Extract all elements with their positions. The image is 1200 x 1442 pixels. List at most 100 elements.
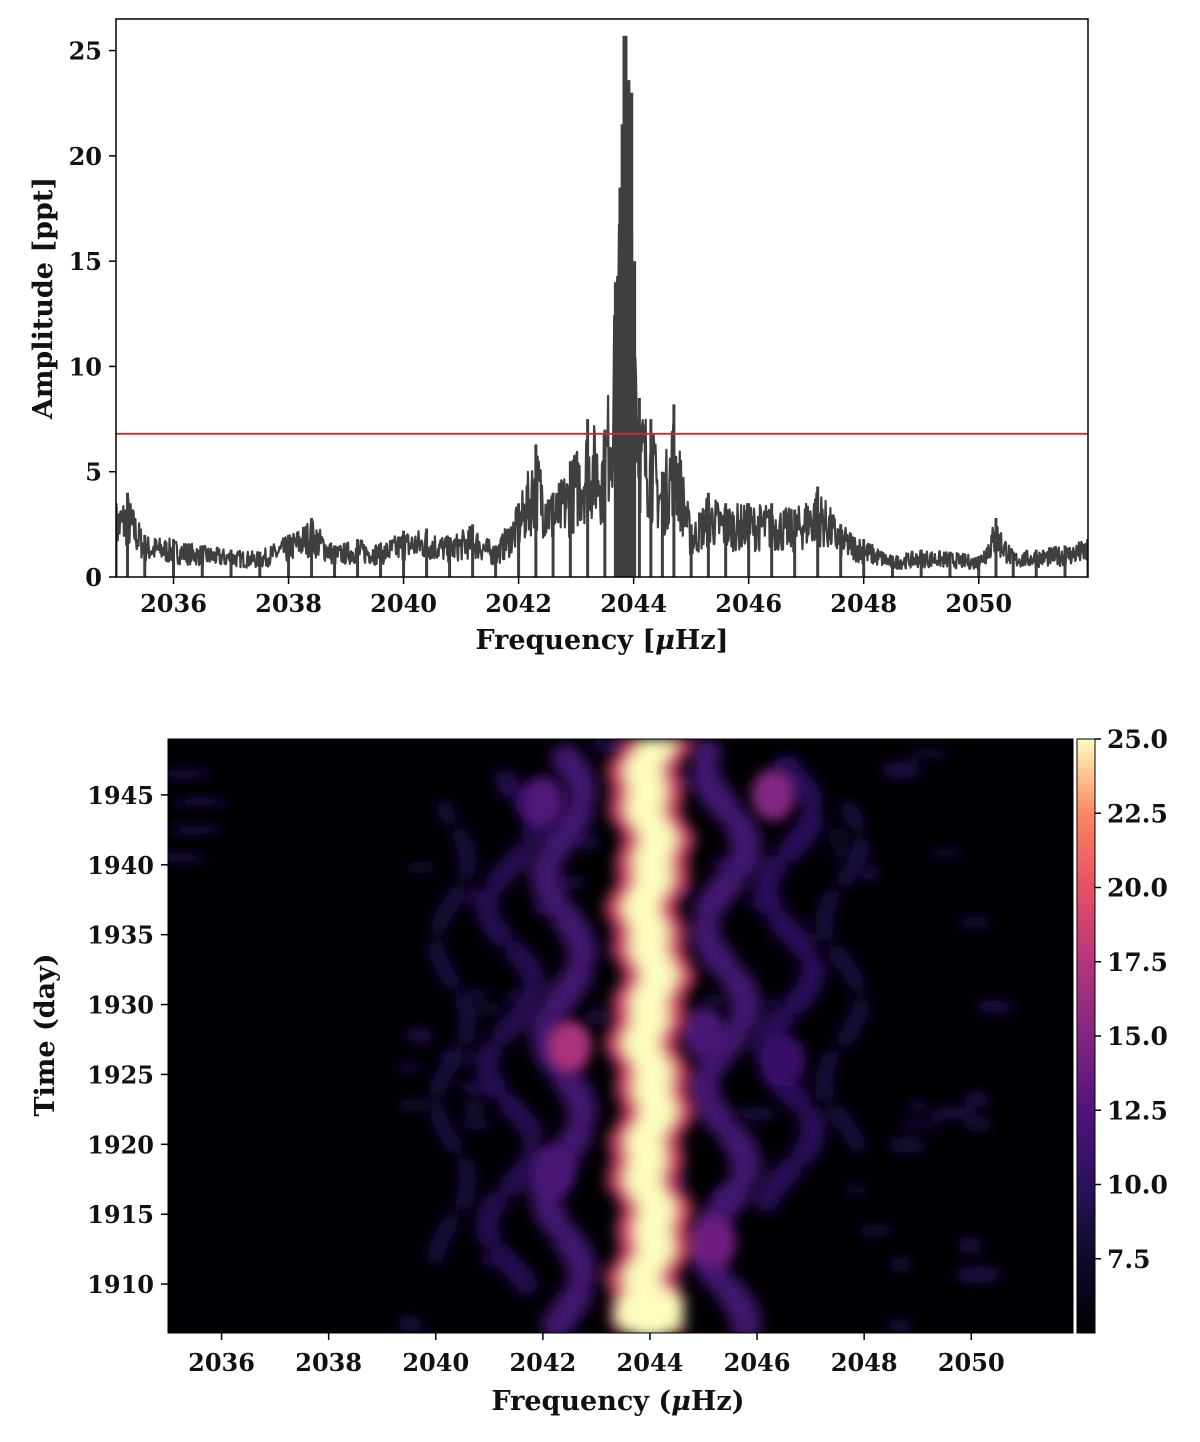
heatmap-y-tick-label: 1935 xyxy=(87,921,154,950)
spectrum-y-tick-label: 15 xyxy=(69,247,102,276)
heatmap-speckle xyxy=(925,848,967,858)
heatmap-speckle xyxy=(466,1002,505,1016)
colorbar-tick-label: 20.0 xyxy=(1107,874,1168,903)
heatmap-axes-frame xyxy=(167,738,1074,1334)
heatmap-speckle xyxy=(963,1116,994,1132)
heatmap-speckle xyxy=(886,1319,913,1333)
heatmap-speckle xyxy=(957,1237,982,1254)
heatmap-x-tick-label: 2044 xyxy=(617,1348,684,1377)
spectrum-y-axis-label: Amplitude [ppt] xyxy=(28,177,59,420)
colorbar-tick-label: 10.0 xyxy=(1107,1171,1168,1200)
heatmap-speckle xyxy=(172,796,229,807)
heatmap-y-tick-label: 1920 xyxy=(87,1130,154,1159)
spectrum-y-tick-label: 20 xyxy=(69,142,102,171)
dynamic-spectrum-heatmap: 2036 2038 2040 2042 2044 2046 2048 2050 1910191… xyxy=(30,725,1168,1417)
heatmap-speckle xyxy=(394,1063,424,1072)
heatmap-speckle xyxy=(461,1101,487,1115)
spectrum-y-tick-label: 0 xyxy=(85,563,102,592)
heatmap-speckle xyxy=(168,768,213,779)
colorbar-tick-label: 22.5 xyxy=(1107,799,1168,828)
spectrum-x-tick-label: 2044 xyxy=(600,589,667,618)
spectrum-x-tick-label: 2042 xyxy=(485,589,552,618)
heatmap-speckle xyxy=(906,1100,930,1111)
colorbar-tick-label: 12.5 xyxy=(1107,1096,1168,1125)
heatmap-speckle xyxy=(825,828,850,844)
heatmap-speckle xyxy=(394,1098,440,1111)
spectrum-noise-line xyxy=(116,84,1088,571)
heatmap-x-tick-label: 2048 xyxy=(831,1348,898,1377)
heatmap-y-tick-label: 1925 xyxy=(87,1060,154,1089)
heatmap-x-tick-label: 2046 xyxy=(724,1348,791,1377)
heatmap-speckle xyxy=(898,1120,944,1129)
heatmap-speckle xyxy=(855,1224,895,1237)
heatmap-features xyxy=(168,739,1015,1333)
spectrum-x-axis-label: Frequency [μHz] xyxy=(475,625,728,656)
heatmap-x-tick-label: 2050 xyxy=(938,1348,1005,1377)
heatmap-hotspot xyxy=(751,768,796,821)
heatmap-speckle xyxy=(975,1000,1015,1013)
spectrum-y-ticks: 0 5 10 15 20 25 xyxy=(69,37,116,592)
heatmap-x-ticks: 2036 2038 2040 2042 2044 2046 2048 2050 xyxy=(188,1333,1005,1377)
colorbar-tick-label: 25.0 xyxy=(1107,725,1168,754)
spectrum-x-tick-label: 2046 xyxy=(715,589,782,618)
spectrum-y-tick-label: 5 xyxy=(85,458,102,487)
heatmap-speckle xyxy=(583,1008,611,1025)
heatmap-y-tick-label: 1945 xyxy=(87,781,154,810)
heatmap-main-mode xyxy=(604,739,696,1333)
colorbar xyxy=(1076,738,1096,1334)
heatmap-side-lobe xyxy=(530,739,599,1333)
colorbar-tick-label: 15.0 xyxy=(1107,1022,1168,1051)
spectrum-x-tick-label: 2036 xyxy=(140,589,207,618)
heatmap-y-tick-label: 1910 xyxy=(87,1270,154,1299)
heatmap-side-lobe xyxy=(752,741,826,1213)
heatmap-hotspot xyxy=(761,1034,806,1087)
heatmap-x-tick-label: 2036 xyxy=(188,1348,255,1377)
heatmap-speckle xyxy=(887,1136,926,1153)
heatmap-hotspot xyxy=(681,1006,726,1059)
heatmap-speckle xyxy=(889,1256,912,1272)
heatmap-side-lobe xyxy=(427,800,476,1265)
heatmap-side-lobe xyxy=(815,800,870,1153)
spectrum-x-tick-label: 2038 xyxy=(255,589,322,618)
heatmap-speckle xyxy=(404,1028,435,1042)
heatmap-hotspot xyxy=(531,1146,576,1199)
heatmap-speckle xyxy=(701,993,728,1008)
heatmap-hotspot xyxy=(692,1216,737,1269)
spectrum-axes-frame xyxy=(115,18,1089,578)
heatmap-speckle xyxy=(881,761,922,778)
heatmap-y-ticks: 1910 1915 1920 1925 1930 1935 1940 1945 xyxy=(87,781,168,1299)
heatmap-side-lobe xyxy=(475,769,546,1296)
heatmap-y-axis-label: Time (day) xyxy=(30,953,61,1116)
spectrum-x-ticks: 2036 2038 2040 2042 2044 2046 2048 2050 xyxy=(140,577,1012,618)
heatmap-speckle xyxy=(842,1185,871,1195)
heatmap-x-tick-label: 2042 xyxy=(509,1348,576,1377)
spectrum-x-tick-label: 2048 xyxy=(830,589,897,618)
heatmap-speckle xyxy=(906,748,952,759)
spectrum-y-tick-label: 25 xyxy=(69,37,102,66)
spectrum-x-tick-label: 2050 xyxy=(945,589,1012,618)
colorbar-ticks: 7.5 10.0 12.5 15.0 17.5 20.0 22.5 25.0 xyxy=(1095,725,1168,1274)
heatmap-hotspot xyxy=(547,1020,592,1073)
heatmap-x-axis-label: Frequency (μHz) xyxy=(491,1386,744,1417)
heatmap-speckle xyxy=(403,861,438,874)
heatmap-speckle xyxy=(395,1323,431,1332)
spectrum-plot-area xyxy=(116,35,1088,577)
heatmap-speckle xyxy=(857,865,880,880)
spectrum-y-tick-label: 10 xyxy=(69,352,102,381)
colorbar-tick-label: 17.5 xyxy=(1107,948,1168,977)
heatmap-x-tick-label: 2038 xyxy=(295,1348,362,1377)
heatmap-side-lobes xyxy=(427,739,870,1333)
heatmap-speckle xyxy=(954,1266,1003,1283)
heatmap-speckle xyxy=(168,852,207,863)
heatmap-y-tick-label: 1930 xyxy=(87,991,154,1020)
heatmap-y-tick-label: 1915 xyxy=(87,1200,154,1229)
heatmap-speckle xyxy=(458,1119,494,1131)
spectrum-x-tick-label: 2040 xyxy=(370,589,437,618)
colorbar-tick-label: 7.5 xyxy=(1107,1245,1151,1274)
heatmap-speckle xyxy=(930,1106,976,1119)
heatmap-speckle xyxy=(168,824,223,835)
heatmap-y-tick-label: 1940 xyxy=(87,851,154,880)
main-mode-core xyxy=(622,739,678,1333)
